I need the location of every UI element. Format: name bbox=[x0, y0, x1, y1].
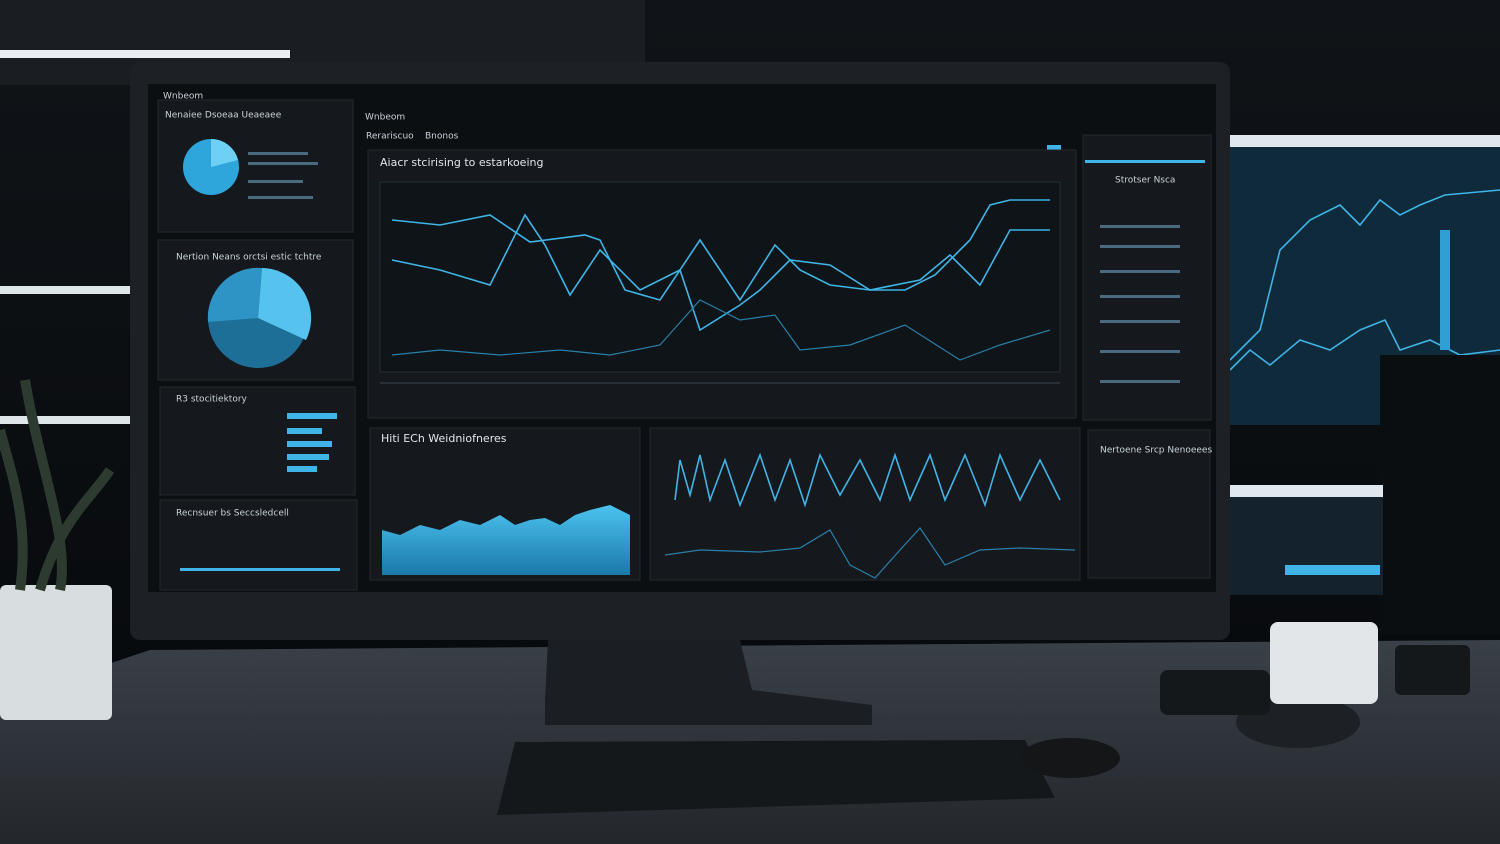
panel bbox=[649, 427, 1081, 581]
bar bbox=[287, 466, 317, 472]
panel-title: Nertion Neans orctsi estic tchtre bbox=[176, 253, 322, 263]
tab-label: Wnbeom bbox=[365, 113, 405, 123]
light-strip bbox=[0, 286, 135, 294]
list-row bbox=[1100, 270, 1180, 273]
background-chart-line bbox=[1229, 189, 1500, 361]
light-strip bbox=[0, 416, 135, 424]
plant-leaves bbox=[0, 379, 115, 592]
list-row bbox=[1100, 295, 1180, 298]
legend-row bbox=[248, 196, 313, 199]
menu-item: Bnonos bbox=[425, 132, 459, 142]
panel-title: Hiti ECh Weidniofneres bbox=[381, 432, 507, 445]
chart-line bbox=[391, 299, 1051, 361]
panel-title: Nenaiee Dsoeaa Ueaeaee bbox=[165, 111, 282, 121]
light-strip bbox=[1220, 135, 1500, 147]
background-bar bbox=[1440, 230, 1450, 350]
keyboard bbox=[497, 740, 1055, 815]
plant-pot bbox=[0, 585, 112, 720]
header-bar bbox=[1085, 160, 1205, 163]
device bbox=[1395, 645, 1470, 695]
panel-title: Nertoene Srcp Nenoeees bbox=[1100, 446, 1212, 456]
bar bbox=[287, 413, 337, 419]
legend-row bbox=[248, 180, 303, 183]
panel-title: Recnsuer bs Seccsledcell bbox=[176, 509, 289, 519]
bar bbox=[287, 428, 322, 434]
device bbox=[1160, 670, 1270, 715]
panel bbox=[1087, 429, 1211, 579]
mug bbox=[1270, 622, 1378, 704]
toggle[interactable] bbox=[1047, 145, 1061, 152]
list-row bbox=[1100, 380, 1180, 383]
signal-line bbox=[664, 527, 1076, 579]
list-row bbox=[1100, 350, 1180, 353]
legend-row bbox=[248, 162, 318, 165]
pie-slice bbox=[207, 267, 262, 322]
speaker bbox=[1380, 355, 1500, 635]
bar bbox=[287, 454, 329, 460]
bar bbox=[287, 441, 332, 447]
list-row bbox=[1100, 245, 1180, 248]
waveform bbox=[674, 452, 1061, 508]
menu-item: Rerariscuo bbox=[366, 132, 414, 142]
light-strip bbox=[1228, 485, 1383, 497]
glow-bar bbox=[1285, 565, 1380, 575]
list-row bbox=[1100, 320, 1180, 323]
progress bbox=[180, 568, 340, 571]
panel-title: Strotser Nsca bbox=[1115, 176, 1175, 186]
pie-slice bbox=[258, 268, 312, 340]
monitor-stand bbox=[545, 640, 872, 725]
legend-row bbox=[248, 152, 308, 155]
list-row bbox=[1100, 225, 1180, 228]
third-screen bbox=[1228, 485, 1383, 595]
mouse bbox=[1020, 738, 1120, 778]
window-title: Wnbeom bbox=[163, 92, 203, 102]
panel-title: R3 stocitiektory bbox=[176, 395, 248, 405]
panel bbox=[159, 499, 358, 591]
chart-line bbox=[391, 213, 1050, 332]
chart-area bbox=[379, 181, 1061, 373]
area-chart bbox=[382, 505, 630, 575]
light-strip bbox=[0, 50, 290, 58]
panel bbox=[1082, 134, 1212, 421]
pie-slice bbox=[211, 139, 238, 167]
chart-title: Aiacr stcirising to estarkoeing bbox=[380, 156, 543, 169]
chart-line bbox=[391, 199, 1050, 302]
